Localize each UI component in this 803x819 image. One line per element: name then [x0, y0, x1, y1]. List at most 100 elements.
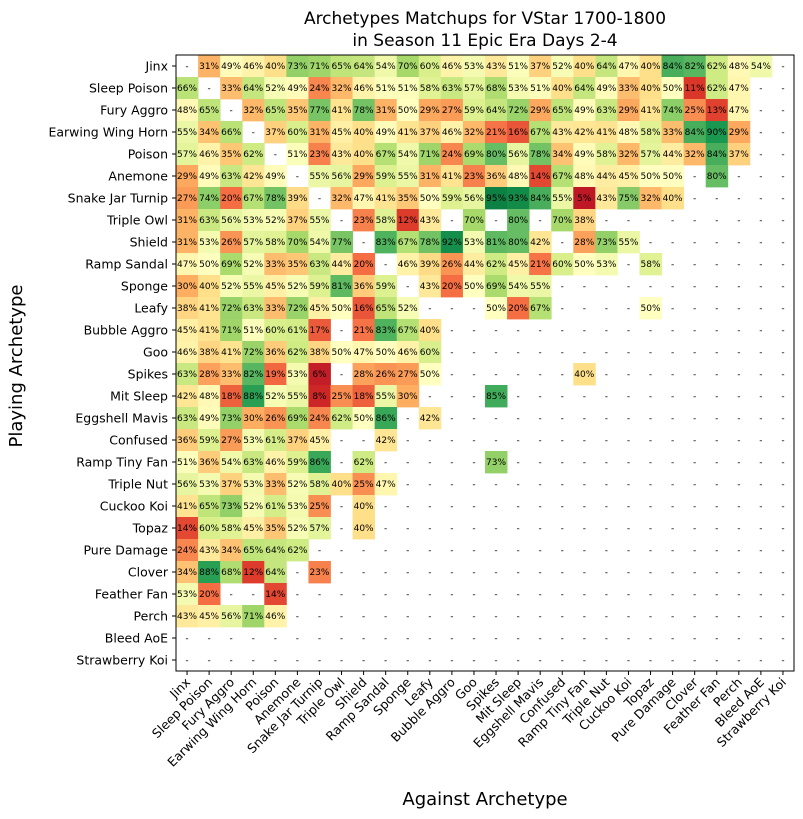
cell-value-label: 41%: [177, 502, 197, 512]
cell-value-label: 60%: [287, 128, 307, 138]
cell-value-label: 63%: [199, 216, 219, 226]
cell-value-label: 70%: [464, 216, 484, 226]
cell-value-label: 29%: [420, 106, 440, 116]
cell-value-label: -: [472, 480, 475, 490]
y-tick-label: Cuckoo Koi: [100, 499, 168, 514]
cell-value-label: 20%: [199, 590, 219, 600]
cell-value-label: 63%: [243, 458, 263, 468]
cell-value-label: -: [627, 634, 630, 644]
cell-value-label: 45%: [332, 128, 352, 138]
cell-value-label: -: [693, 392, 696, 402]
heatmap-cell: [595, 231, 618, 254]
heatmap-cell: [573, 121, 596, 144]
cell-value-label: -: [781, 282, 784, 292]
heatmap-cell: [485, 99, 508, 122]
cell-value-label: -: [428, 546, 431, 556]
cell-value-label: -: [715, 282, 718, 292]
cell-value-label: -: [671, 216, 674, 226]
cell-value-label: 59%: [199, 436, 219, 446]
cell-value-label: -: [759, 436, 762, 446]
heatmap-cell: [705, 143, 729, 166]
cell-value-label: -: [472, 612, 475, 622]
heatmap-cell: [418, 363, 442, 386]
cell-value-label: -: [274, 656, 277, 666]
cell-value-label: -: [583, 590, 586, 600]
heatmap-cell: [242, 407, 265, 430]
heatmap-cell: [198, 363, 221, 386]
heatmap-cell: [242, 363, 265, 386]
cell-value-label: -: [583, 634, 586, 644]
cell-value-label: 60%: [265, 326, 285, 336]
cell-value-label: 43%: [420, 282, 440, 292]
cell-value-label: 58%: [596, 150, 616, 160]
cell-value-label: -: [759, 502, 762, 512]
cell-value-label: 64%: [354, 62, 374, 72]
cell-value-label: 43%: [552, 128, 572, 138]
y-tick-label: Anemone: [108, 169, 168, 184]
cell-value-label: 65%: [376, 304, 396, 314]
cell-value-label: -: [737, 480, 740, 490]
y-tick-label: Pure Damage: [83, 543, 168, 558]
cell-value-label: 35%: [265, 524, 285, 534]
cell-value-label: 72%: [508, 106, 528, 116]
heatmap-cell: [396, 187, 420, 210]
cell-value-label: -: [362, 546, 365, 556]
heatmap-cell: [220, 231, 243, 254]
cell-value-label: 26%: [376, 370, 396, 380]
cell-value-label: -: [693, 260, 696, 270]
cell-value-label: 45%: [243, 524, 263, 534]
cell-value-label: 53%: [199, 238, 219, 248]
heatmap-cell: [705, 121, 729, 144]
cell-value-label: -: [737, 216, 740, 226]
cell-value-label: -: [516, 612, 519, 622]
heatmap-cell: [507, 77, 530, 100]
cell-value-label: -: [516, 348, 519, 358]
cell-value-label: -: [207, 634, 210, 644]
heatmap-cell: [308, 297, 331, 320]
heatmap-cell: [352, 121, 376, 144]
heatmap-cell: [242, 473, 265, 496]
cell-value-label: -: [583, 326, 586, 336]
cell-value-label: 50%: [354, 414, 374, 424]
cell-value-label: 73%: [221, 414, 241, 424]
cell-value-label: -: [296, 612, 299, 622]
cell-value-label: 82%: [685, 62, 705, 72]
cell-value-label: -: [516, 546, 519, 556]
cell-value-label: -: [649, 502, 652, 512]
cell-value-label: 49%: [596, 84, 616, 94]
cell-value-label: -: [362, 634, 365, 644]
cell-value-label: 46%: [442, 62, 462, 72]
cell-value-label: -: [583, 458, 586, 468]
heatmap-cell: [551, 209, 574, 232]
heatmap-cell: [242, 561, 265, 584]
heatmap-cell: [286, 473, 309, 496]
cell-value-label: -: [384, 260, 387, 270]
cell-value-label: 62%: [332, 414, 352, 424]
cell-value-label: 62%: [707, 84, 727, 94]
cell-value-label: -: [715, 590, 718, 600]
cell-value-label: 34%: [199, 128, 219, 138]
cell-value-label: 55%: [618, 238, 638, 248]
cell-value-label: -: [627, 348, 630, 358]
heatmap-cell: [242, 517, 265, 540]
cell-value-label: -: [715, 656, 718, 666]
heatmap-cell: [529, 253, 552, 276]
heatmap-cell: [176, 473, 199, 496]
cell-value-label: -: [627, 524, 630, 534]
cell-value-label: 62%: [287, 348, 307, 358]
heatmap-cell: [220, 77, 243, 100]
heatmap-cell: [308, 517, 331, 540]
cell-value-label: 17%: [309, 326, 329, 336]
cell-value-label: -: [737, 458, 740, 468]
cell-value-label: -: [715, 304, 718, 314]
heatmap-cell: [661, 99, 685, 122]
heatmap-cell: [264, 539, 287, 562]
cell-value-label: 41%: [376, 194, 396, 204]
heatmap-cell: [374, 429, 398, 452]
cell-value-label: -: [649, 392, 652, 402]
cell-value-label: -: [627, 590, 630, 600]
cell-value-label: 36%: [265, 348, 285, 358]
cell-value-label: 48%: [729, 62, 749, 72]
cell-value-label: -: [759, 414, 762, 424]
cell-value-label: 53%: [287, 370, 307, 380]
